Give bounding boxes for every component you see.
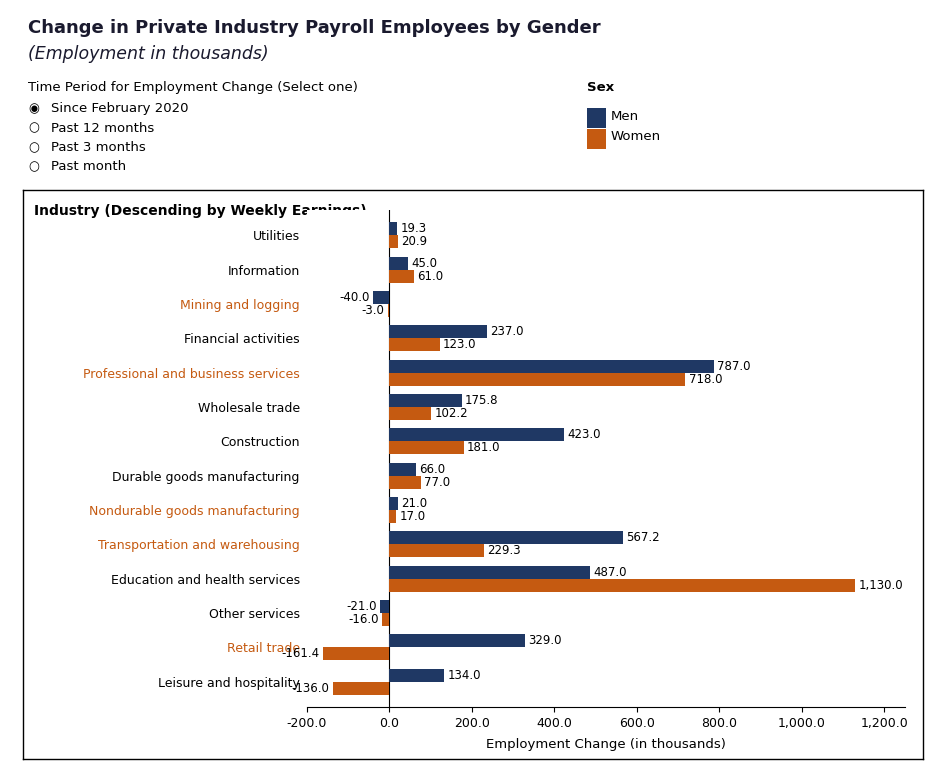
Bar bbox=[389, 325, 487, 338]
Bar bbox=[389, 338, 440, 351]
Text: 718.0: 718.0 bbox=[689, 372, 722, 385]
Text: Women: Women bbox=[610, 130, 661, 143]
Bar bbox=[389, 579, 856, 591]
Bar bbox=[382, 613, 389, 626]
Text: Sex: Sex bbox=[587, 81, 614, 94]
Bar bbox=[389, 269, 414, 283]
Bar bbox=[389, 669, 445, 682]
Bar bbox=[389, 441, 464, 454]
Text: 229.3: 229.3 bbox=[487, 544, 521, 557]
Text: Industry (Descending by Weekly Earnings): Industry (Descending by Weekly Earnings) bbox=[34, 204, 366, 217]
Text: 567.2: 567.2 bbox=[626, 531, 660, 544]
Text: 66.0: 66.0 bbox=[419, 463, 445, 475]
Text: (Employment in thousands): (Employment in thousands) bbox=[28, 45, 268, 63]
Text: ○: ○ bbox=[28, 160, 39, 173]
Text: 237.0: 237.0 bbox=[490, 325, 524, 338]
Text: 181.0: 181.0 bbox=[467, 441, 500, 454]
Text: 787.0: 787.0 bbox=[717, 360, 750, 372]
Text: 134.0: 134.0 bbox=[447, 669, 481, 682]
Bar bbox=[389, 235, 398, 248]
Bar bbox=[389, 360, 714, 372]
Bar bbox=[389, 407, 432, 420]
Text: -136.0: -136.0 bbox=[292, 682, 330, 694]
Text: Men: Men bbox=[610, 110, 638, 123]
Bar bbox=[389, 531, 624, 544]
Text: Past 12 months: Past 12 months bbox=[51, 122, 155, 135]
Text: Change in Private Industry Payroll Employees by Gender: Change in Private Industry Payroll Emplo… bbox=[28, 19, 600, 37]
Text: Time Period for Employment Change (Select one): Time Period for Employment Change (Selec… bbox=[28, 81, 358, 94]
Bar bbox=[389, 510, 396, 523]
Bar bbox=[389, 222, 397, 235]
Bar bbox=[389, 256, 407, 269]
Text: -40.0: -40.0 bbox=[339, 291, 369, 304]
Text: -21.0: -21.0 bbox=[347, 600, 377, 613]
Text: 1,130.0: 1,130.0 bbox=[858, 579, 903, 591]
Text: 19.3: 19.3 bbox=[401, 222, 427, 235]
Text: 123.0: 123.0 bbox=[443, 338, 476, 351]
Text: 20.9: 20.9 bbox=[401, 235, 427, 248]
Text: -16.0: -16.0 bbox=[349, 613, 379, 626]
Text: Past 3 months: Past 3 months bbox=[51, 141, 146, 154]
Text: 102.2: 102.2 bbox=[434, 407, 468, 420]
Text: 175.8: 175.8 bbox=[465, 394, 499, 407]
Text: 17.0: 17.0 bbox=[400, 510, 426, 523]
Bar bbox=[389, 566, 590, 579]
Bar bbox=[373, 291, 389, 304]
Bar bbox=[389, 497, 398, 510]
Text: ◉: ◉ bbox=[28, 102, 39, 115]
Text: 487.0: 487.0 bbox=[594, 566, 627, 578]
Bar bbox=[389, 634, 525, 647]
Text: 77.0: 77.0 bbox=[424, 475, 450, 488]
Text: 61.0: 61.0 bbox=[418, 269, 444, 283]
Bar bbox=[389, 394, 461, 407]
Bar bbox=[380, 600, 389, 613]
Text: ○: ○ bbox=[28, 141, 39, 154]
Bar bbox=[389, 372, 685, 385]
Text: 45.0: 45.0 bbox=[411, 257, 437, 269]
Text: Past month: Past month bbox=[51, 160, 127, 173]
Bar bbox=[333, 682, 389, 694]
Text: 21.0: 21.0 bbox=[401, 497, 427, 510]
Bar bbox=[388, 304, 389, 317]
Bar bbox=[322, 647, 389, 660]
Text: 423.0: 423.0 bbox=[567, 428, 600, 441]
Text: 329.0: 329.0 bbox=[528, 634, 562, 647]
Text: -161.4: -161.4 bbox=[281, 647, 320, 660]
Text: ○: ○ bbox=[28, 122, 39, 135]
Bar bbox=[389, 475, 421, 488]
Bar bbox=[389, 428, 564, 441]
Bar bbox=[389, 463, 417, 475]
Bar bbox=[389, 544, 484, 557]
Text: -3.0: -3.0 bbox=[362, 304, 385, 317]
X-axis label: Employment Change (in thousands): Employment Change (in thousands) bbox=[486, 738, 726, 752]
Text: Since February 2020: Since February 2020 bbox=[51, 102, 189, 115]
